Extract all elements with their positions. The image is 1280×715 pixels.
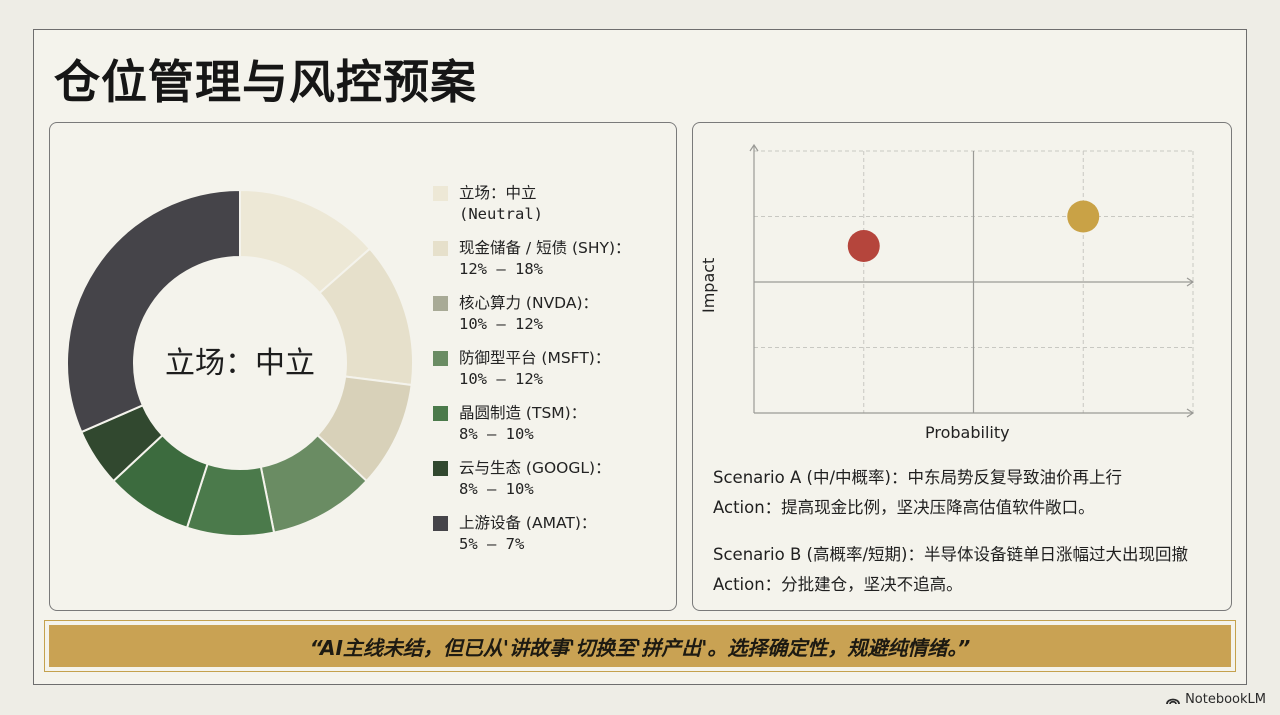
legend-item: 云与生态 (GOOGL)： 8% – 10% [433,458,673,513]
legend-label: 立场：中立 [459,184,537,202]
quote-text: “AI主线未结，但已从'讲故事'切换至'拼产出'。选择确定性，规避纯情绪。” [49,625,1231,667]
legend-swatch [433,406,448,421]
legend-range: 8% – 10% [459,425,534,443]
scenario-a-text: Scenario A (中/中概率)：中东局势反复导致油价再上行 [713,468,1122,487]
legend-item: 防御型平台 (MSFT)： 10% – 12% [433,348,673,403]
mid-axis-arrow [1186,277,1195,287]
x-axis-label: Probability [925,423,1010,442]
x-axis-arrow [1186,408,1195,418]
legend-item: 立场：中立 (Neutral) [433,183,673,238]
legend-range: (Neutral) [459,205,543,223]
legend-swatch [433,516,448,531]
scenario-b-action: Action：分批建仓，坚决不追高。 [713,575,963,594]
scenario-a-action: Action：提高现金比例，坚决压降高估值软件敞口。 [713,498,1095,517]
legend-swatch [433,351,448,366]
legend-item: 上游设备 (AMAT)： 5% – 7% [433,513,673,568]
donut-legend: 立场：中立 (Neutral) 现金储备 / 短债 (SHY)： 12% – 18% 核… [433,183,673,568]
allocation-donut-chart [66,188,414,537]
legend-item: 晶圆制造 (TSM)： 8% – 10% [433,403,673,458]
quote-banner: “AI主线未结，但已从'讲故事'切换至'拼产出'。选择确定性，规避纯情绪。” [44,620,1236,672]
legend-swatch [433,461,448,476]
legend-range: 10% – 12% [459,370,543,388]
y-axis-arrow [749,143,759,152]
legend-swatch [433,186,448,201]
slide: 仓位管理与风控预案 立场：中立 立场：中立 (Neutral) 现金储备 / 短债 … [33,29,1247,685]
legend-label: 防御型平台 (MSFT)： [459,349,611,367]
donut-center-label: 立场：中立 [165,346,315,381]
legend-item: 现金储备 / 短债 (SHY)： 12% – 18% [433,238,673,293]
legend-label: 上游设备 (AMAT)： [459,514,597,532]
allocation-panel: 立场：中立 立场：中立 (Neutral) 现金储备 / 短债 (SHY)： 12% … [49,122,677,611]
risk-matrix-panel: Impact Probability Scenario A (中/中概率)：中东… [692,122,1232,611]
legend-range: 5% – 7% [459,535,525,553]
legend-range: 12% – 18% [459,260,543,278]
scenario-point [1067,200,1100,233]
scenario-point [847,229,880,262]
scenario-list: Scenario A (中/中概率)：中东局势反复导致油价再上行 Action：… [713,463,1223,600]
scenario-b-text: Scenario B (高概率/短期)：半导体设备链单日涨幅过大出现回撤 [713,545,1188,564]
brand-watermark: NotebookLM [1166,692,1266,707]
y-axis-label: Impact [699,257,718,313]
notebooklm-logo-icon [1166,698,1180,705]
brand-name: NotebookLM [1185,692,1266,707]
legend-label: 晶圆制造 (TSM)： [459,404,587,422]
legend-label: 核心算力 (NVDA)： [459,294,598,312]
legend-label: 云与生态 (GOOGL)： [459,459,611,477]
legend-range: 8% – 10% [459,480,534,498]
legend-swatch [433,241,448,256]
legend-label: 现金储备 / 短债 (SHY)： [459,239,631,257]
legend-swatch [433,296,448,311]
donut-slice [66,188,241,434]
risk-matrix-chart [749,143,1195,418]
legend-item: 核心算力 (NVDA)： 10% – 12% [433,293,673,348]
legend-range: 10% – 12% [459,315,543,333]
page-title: 仓位管理与风控预案 [54,55,477,109]
